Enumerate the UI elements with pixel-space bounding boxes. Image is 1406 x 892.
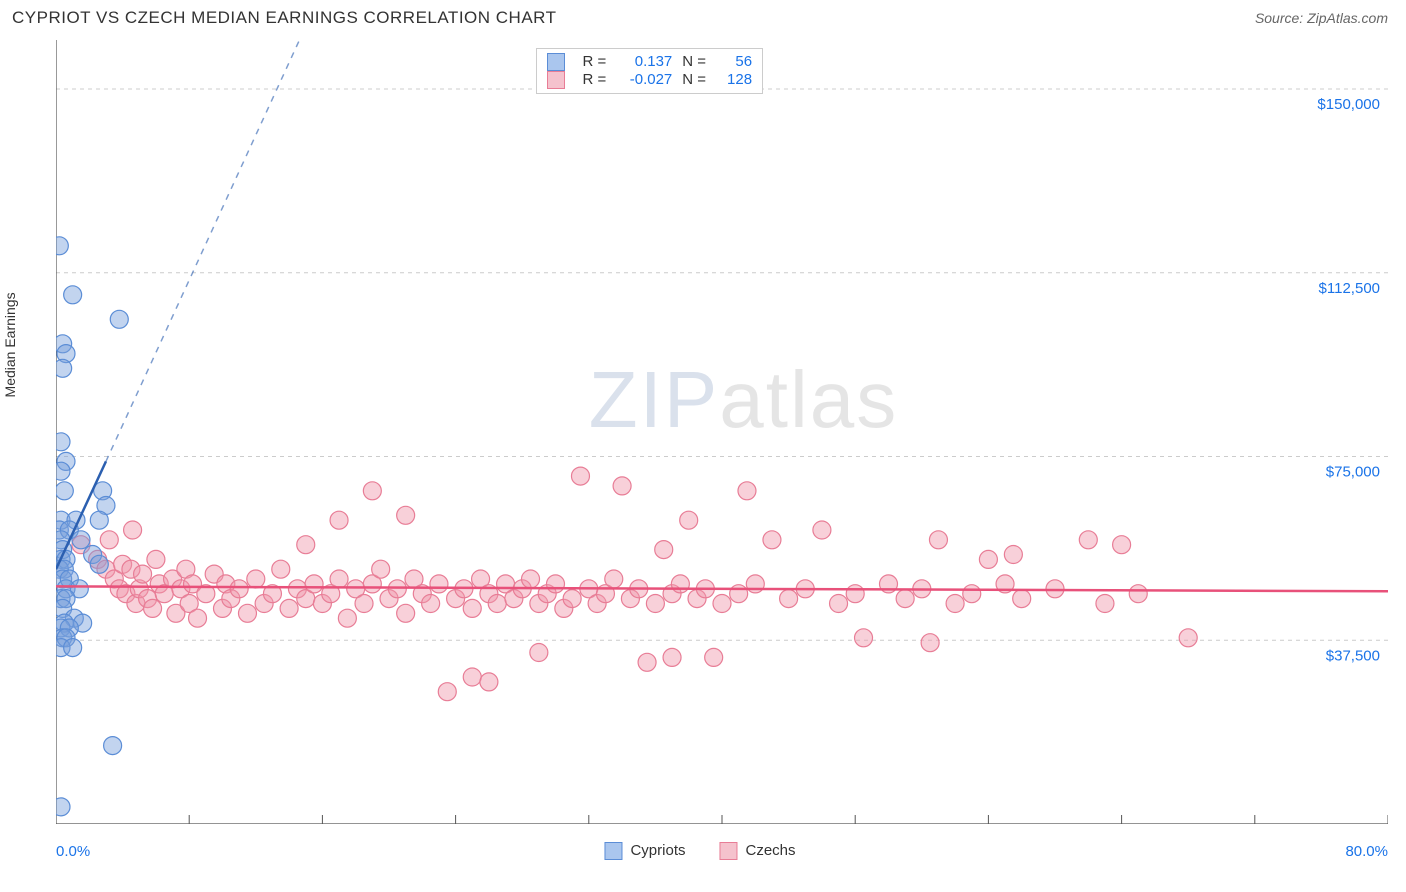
scatter-plot: $37,500 $75,000 $112,500 $150,000 <box>56 40 1388 824</box>
stats-r-label: R = <box>583 53 607 70</box>
stats-n-label: N = <box>682 71 706 88</box>
svg-text:$150,000: $150,000 <box>1317 96 1380 113</box>
stats-n-value: 128 <box>716 71 752 88</box>
x-axis-max-label: 80.0% <box>1345 843 1388 860</box>
legend-swatch <box>719 842 737 860</box>
svg-text:$37,500: $37,500 <box>1326 647 1380 664</box>
chart-title: CYPRIOT VS CZECH MEDIAN EARNINGS CORRELA… <box>12 8 557 28</box>
svg-text:$112,500: $112,500 <box>1319 280 1380 297</box>
chart-source: Source: ZipAtlas.com <box>1255 10 1388 26</box>
legend-label: Czechs <box>745 842 795 859</box>
stats-r-value: 0.137 <box>616 53 672 70</box>
correlation-stats-box: R = 0.137 N = 56 R = -0.027 N = 128 <box>536 48 764 94</box>
svg-text:$75,000: $75,000 <box>1326 464 1380 481</box>
stats-swatch <box>547 71 565 89</box>
y-axis-label: Median Earnings <box>2 292 18 397</box>
chart-area: Median Earnings $37,500$75,000$112,500$1… <box>12 40 1388 860</box>
stats-n-value: 56 <box>716 53 752 70</box>
legend-item: Cypriots <box>604 842 685 860</box>
stats-r-value: -0.027 <box>616 71 672 88</box>
legend-label: Cypriots <box>630 842 685 859</box>
legend-swatch <box>604 842 622 860</box>
stats-row: R = -0.027 N = 128 <box>547 71 753 89</box>
stats-r-label: R = <box>583 71 607 88</box>
stats-n-label: N = <box>682 53 706 70</box>
plot-area: $37,500$75,000$112,500$150,000 ZIPatlas … <box>56 40 1388 824</box>
stats-row: R = 0.137 N = 56 <box>547 53 753 71</box>
legend: Cypriots Czechs <box>604 842 795 860</box>
stats-swatch <box>547 53 565 71</box>
x-axis-min-label: 0.0% <box>56 843 90 860</box>
legend-item: Czechs <box>719 842 795 860</box>
chart-header: CYPRIOT VS CZECH MEDIAN EARNINGS CORRELA… <box>0 0 1406 36</box>
